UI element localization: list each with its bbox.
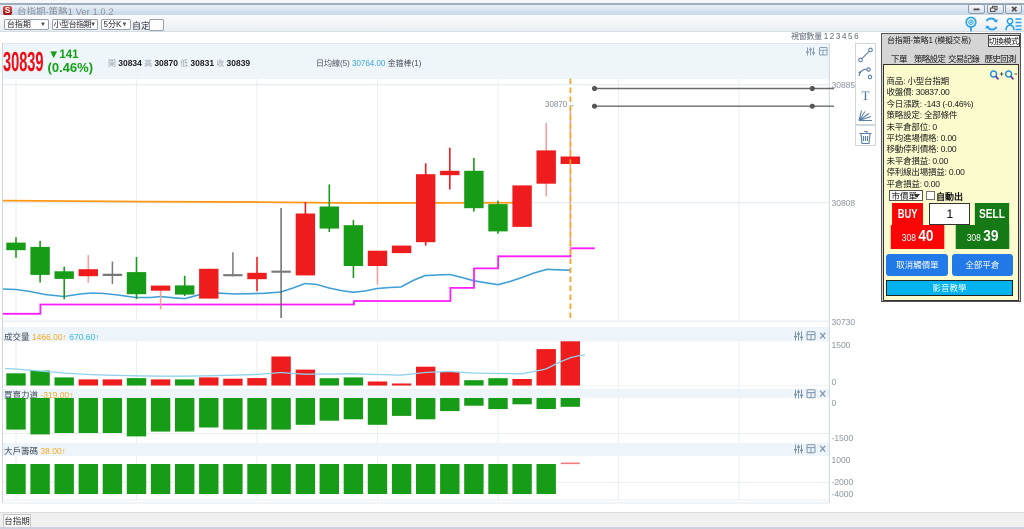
svg-text:T: T <box>861 88 869 103</box>
